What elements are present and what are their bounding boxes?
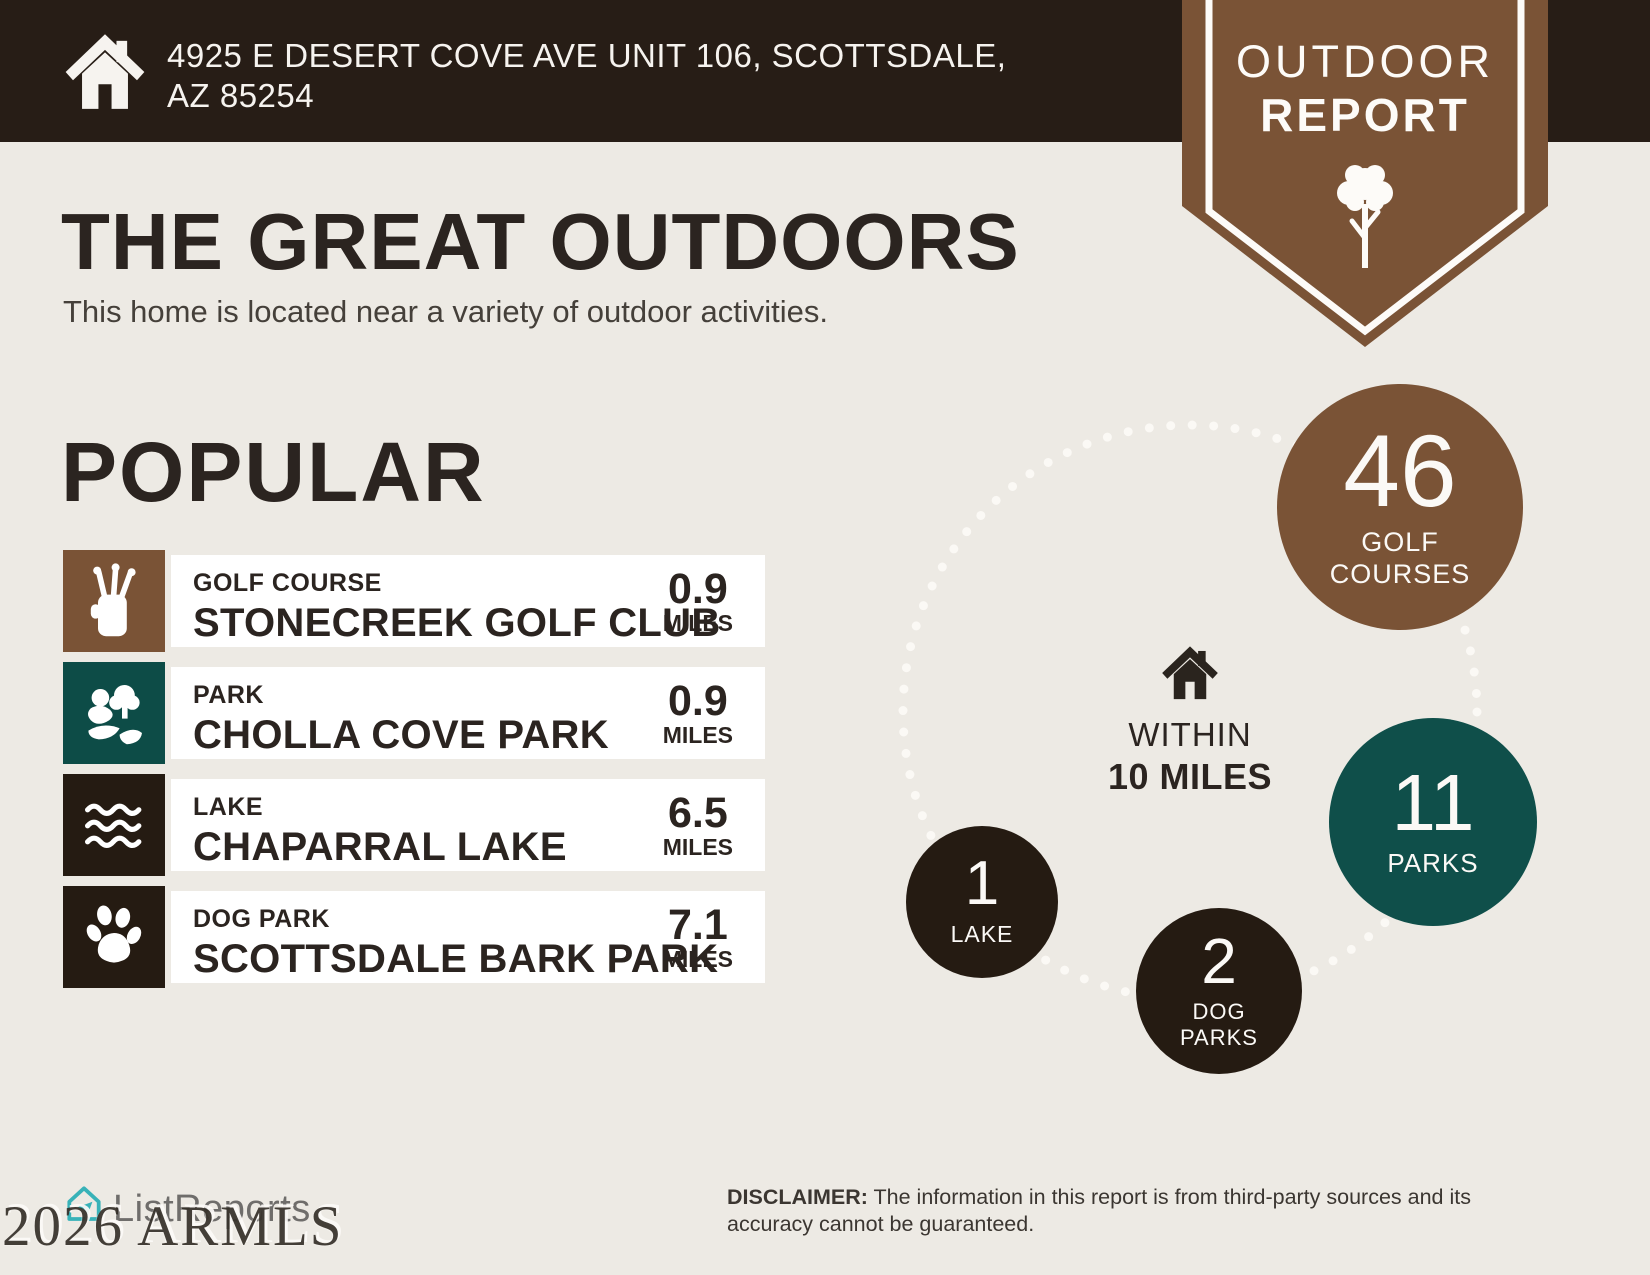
stat-label: LAKE [950, 921, 1014, 948]
popular-row-bar: GOLF COURSE STONECREEK GOLF CLUB 0.9 MIL… [171, 555, 765, 647]
stat-value: 1 [964, 849, 1000, 919]
park-icon [63, 662, 165, 764]
row-name: SCOTTSDALE BARK PARK [193, 937, 719, 981]
row-category: LAKE [193, 793, 264, 821]
stat-value: 2 [1201, 925, 1237, 998]
row-category: GOLF COURSE [193, 569, 382, 597]
row-name: CHAPARRAL LAKE [193, 825, 567, 869]
row-name: STONECREEK GOLF CLUB [193, 601, 721, 645]
stat-parks: 11 PARKS [1329, 718, 1537, 926]
stat-dog-parks: 2 DOG PARKS [1136, 908, 1302, 1074]
lake-waves-icon [63, 774, 165, 876]
stat-value: 46 [1343, 414, 1457, 529]
golf-bag-icon [63, 550, 165, 652]
stat-label: PARKS [1387, 848, 1479, 879]
within-miles-label: 10 MILES [1107, 756, 1273, 797]
outdoor-report-badge: OUTDOOR REPORT [1182, 0, 1548, 352]
disclaimer-text: The information in this report is from t… [727, 1185, 1471, 1236]
stat-label: DOG PARKS [1180, 998, 1258, 1050]
popular-row-lake: LAKE CHAPARRAL LAKE 6.5 MILES [63, 774, 765, 876]
popular-row-bar: PARK CHOLLA COVE PARK 0.9 MILES [171, 667, 765, 759]
disclaimer-label: DISCLAIMER: [727, 1185, 868, 1209]
tree-icon [1337, 165, 1393, 268]
row-distance: 7.1 MILES [663, 903, 733, 971]
popular-row-park: PARK CHOLLA COVE PARK 0.9 MILES [63, 662, 765, 764]
page-subtitle: This home is located near a variety of o… [63, 294, 829, 329]
house-icon [1162, 646, 1218, 700]
distance-unit: MILES [662, 834, 733, 860]
stat-lake: 1 LAKE [906, 826, 1058, 978]
listreports-house-icon [67, 1186, 101, 1221]
row-category: PARK [193, 681, 264, 709]
row-distance: 0.9 MILES [663, 679, 733, 747]
mls-watermark: 2026 ARMLS [2, 1195, 344, 1258]
badge-title-line2: REPORT [1260, 89, 1470, 141]
popular-row-golf: GOLF COURSE STONECREEK GOLF CLUB 0.9 MIL… [63, 550, 765, 652]
popular-heading: POPULAR [61, 425, 486, 519]
row-category: DOG PARK [193, 905, 330, 933]
row-name: CHOLLA COVE PARK [193, 713, 609, 757]
popular-row-bar: LAKE CHAPARRAL LAKE 6.5 MILES [171, 779, 765, 871]
property-address: 4925 E DESERT COVE AVE UNIT 106, SCOTTSD… [167, 37, 1007, 114]
distance-value: 6.5 [667, 789, 728, 837]
popular-row-dogpark: DOG PARK SCOTTSDALE BARK PARK 7.1 MILES [63, 886, 765, 988]
row-distance: 6.5 MILES [663, 791, 733, 859]
house-icon [65, 34, 145, 109]
stat-value: 11 [1391, 758, 1475, 848]
disclaimer: DISCLAIMER: The information in this repo… [727, 1184, 1477, 1238]
badge-title-line1: OUTDOOR [1236, 36, 1494, 87]
distance-value: 0.9 [667, 565, 728, 613]
page-title: THE GREAT OUTDOORS [61, 197, 1020, 286]
distance-unit: MILES [662, 722, 733, 748]
distance-value: 7.1 [667, 901, 728, 949]
listreports-logo-text: ListReports [113, 1188, 311, 1230]
paw-icon [63, 886, 165, 988]
within-label: WITHIN [1128, 716, 1252, 753]
row-distance: 0.9 MILES [663, 567, 733, 635]
distance-unit: MILES [662, 946, 733, 972]
stat-label: GOLF COURSES [1329, 527, 1471, 589]
stat-golf-courses: 46 GOLF COURSES [1277, 384, 1523, 630]
distance-unit: MILES [662, 610, 733, 636]
radius-center: WITHIN 10 MILES [1090, 644, 1290, 798]
popular-row-bar: DOG PARK SCOTTSDALE BARK PARK 7.1 MILES [171, 891, 765, 983]
distance-value: 0.9 [667, 677, 728, 725]
